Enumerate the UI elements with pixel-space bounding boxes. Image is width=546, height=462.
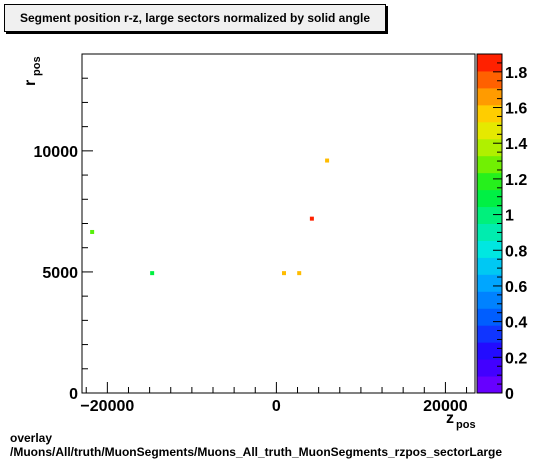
colorbar-band xyxy=(477,223,502,241)
colorbar-band xyxy=(477,206,502,224)
colorbar-band xyxy=(477,104,502,123)
chart-title: Segment position r-z, large sectors norm… xyxy=(4,4,386,32)
colorbar-band xyxy=(477,257,502,275)
colorbar-band xyxy=(477,308,502,326)
colorbar-tick-label: 1.4 xyxy=(505,136,527,153)
y-tick-label: 10000 xyxy=(34,144,79,161)
colorbar xyxy=(476,53,503,394)
y-tick-label: 0 xyxy=(69,386,78,403)
x-tick-label: 0 xyxy=(272,398,281,415)
colorbar-ticks: 0 0.2 0.4 0.6 0.8 1 1.2 1.4 1.6 1.8 xyxy=(493,53,527,403)
colorbar-tick-label: 1.6 xyxy=(505,101,527,118)
colorbar-band xyxy=(477,54,502,72)
x-axis-ticks: −20000 0 20000 xyxy=(80,382,468,415)
colorbar-band xyxy=(477,359,502,377)
x-tick-label: −20000 xyxy=(80,398,134,415)
colorbar-tick-label: 1.8 xyxy=(505,65,527,82)
x-tick-label: 20000 xyxy=(423,398,468,415)
colorbar-band xyxy=(477,325,502,343)
data-point xyxy=(325,158,330,163)
data-point xyxy=(90,229,95,234)
colorbar-tick-label: 1 xyxy=(505,208,514,225)
footer-line-1: overlay xyxy=(10,431,53,445)
colorbar-tick-label: 1.2 xyxy=(505,172,527,189)
y-axis-label: r xyxy=(22,80,39,86)
data-point xyxy=(281,271,286,276)
colorbar-tick-label: 0.2 xyxy=(505,350,527,367)
footer-line-2: /Muons/All/truth/MuonSegments/Muons_All_… xyxy=(10,445,503,459)
y-tick-label: 5000 xyxy=(42,265,78,282)
colorbar-band xyxy=(477,240,502,258)
x-axis-label: z xyxy=(446,410,454,427)
colorbar-band xyxy=(477,189,502,208)
y-axis-label-sub: pos xyxy=(31,56,43,76)
y-axis-ticks: 0 5000 10000 xyxy=(34,53,93,403)
colorbar-tick-label: 0 xyxy=(505,386,514,403)
colorbar-tick-label: 0.6 xyxy=(505,279,527,296)
colorbar-band xyxy=(477,342,502,360)
colorbar-band xyxy=(477,274,502,292)
data-point xyxy=(309,216,314,221)
colorbar-band xyxy=(477,70,502,89)
colorbar-band xyxy=(477,376,502,394)
footer: overlay /Muons/All/truth/MuonSegments/Mu… xyxy=(10,431,502,459)
x-axis-label-sub: pos xyxy=(456,419,476,431)
colorbar-band xyxy=(477,291,502,309)
colorbar-band xyxy=(477,155,502,174)
data-point xyxy=(297,271,302,276)
data-points xyxy=(90,158,330,276)
colorbar-tick-label: 0.4 xyxy=(505,315,527,332)
colorbar-band xyxy=(477,121,502,140)
plot-frame xyxy=(81,53,476,394)
colorbar-band xyxy=(477,138,502,157)
colorbar-tick-label: 0.8 xyxy=(505,243,527,260)
colorbar-band xyxy=(477,87,502,106)
colorbar-band xyxy=(477,172,502,191)
data-point xyxy=(150,271,155,276)
